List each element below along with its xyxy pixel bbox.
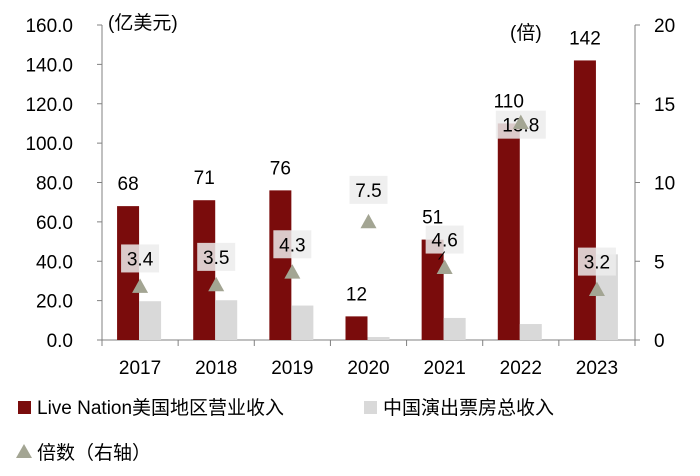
bar-value-label: 142 (569, 28, 601, 49)
ratio-triangle-marker (588, 281, 605, 296)
bar-value-label: 51 (422, 208, 443, 229)
bar-china-box-office (443, 317, 466, 340)
x-tick-label: 2017 (119, 358, 161, 379)
x-tick-label: 2019 (271, 358, 313, 379)
bar-china-box-office (367, 337, 390, 340)
x-tick-label: 2018 (195, 358, 237, 379)
ratio-label-bg (273, 230, 312, 259)
legend-marker-live-nation (18, 401, 31, 414)
x-tick-label: 2020 (347, 358, 389, 379)
bar-value-label: 76 (270, 158, 291, 179)
bar-live-nation (345, 316, 368, 340)
left-tick-label: 80.0 (36, 174, 73, 195)
left-tick-label: 40.0 (36, 252, 73, 273)
bar-china-box-office (139, 301, 162, 340)
bar-live-nation (421, 239, 444, 340)
bar-china-box-office (519, 324, 542, 340)
x-tick-label: 2021 (424, 358, 466, 379)
bar-live-nation (573, 60, 596, 340)
ratio-triangle-marker (436, 259, 453, 274)
ratio-label: 3.4 (127, 249, 154, 270)
left-tick-label: 60.0 (36, 213, 73, 234)
ratio-label-bg (197, 242, 236, 271)
ratio-triangle-marker (360, 213, 377, 229)
ratio-label: 7.5 (355, 181, 381, 202)
legend-marker-china-box-office (364, 401, 377, 414)
right-tick-label: 5 (654, 252, 665, 273)
right-axis-unit: (倍) (510, 22, 542, 44)
ratio-label-leader (438, 251, 446, 260)
ratio-label: 3.2 (584, 253, 610, 274)
ratio-triangle-marker (208, 276, 225, 292)
bar-value-label: 71 (194, 168, 215, 189)
right-tick-label: 20 (654, 16, 675, 37)
right-tick-label: 0 (654, 331, 665, 352)
left-axis-unit: (亿美元) (108, 12, 178, 34)
ratio-label-bg (121, 244, 160, 273)
left-tick-label: 140.0 (25, 55, 73, 76)
ratio-label: 4.3 (279, 235, 305, 256)
bar-china-box-office (291, 305, 314, 340)
legend-label-china-box-office: 中国演出票房总收入 (383, 397, 554, 419)
legend-label-ratio: 倍数（右轴） (37, 442, 151, 464)
legend-marker-ratio-triangle (16, 444, 32, 458)
ratio-triangle-marker (132, 278, 149, 293)
x-tick-label: 2023 (576, 358, 618, 379)
bar-live-nation (117, 206, 140, 340)
bar-china-box-office (215, 300, 238, 340)
bar-value-label: 12 (346, 284, 367, 305)
ratio-label: 3.5 (203, 248, 229, 269)
bar-china-box-office (595, 254, 618, 340)
ratio-label: 4.6 (431, 231, 457, 252)
ratio-label-bg (349, 175, 388, 204)
left-tick-label: 20.0 (36, 292, 73, 313)
left-tick-label: 0.0 (47, 331, 73, 352)
bar-live-nation (269, 190, 292, 340)
ratio-triangle-marker (512, 114, 529, 130)
bar-live-nation (497, 123, 520, 340)
bar-value-label: 110 (494, 91, 524, 112)
markers-group (132, 114, 605, 296)
axes-group: 0.0 20.0 40.0 60.0 80.0 100.0 120.0 140.0 160.0 0… (25, 12, 675, 379)
bar-value-label: 68 (118, 174, 139, 195)
left-tick-label: 160.0 (25, 16, 73, 37)
x-tick-label: 2022 (500, 358, 542, 379)
right-tick-label: 10 (654, 174, 675, 195)
legend-label-live-nation: Live Nation美国地区营业收入 (37, 397, 284, 419)
left-tick-label: 120.0 (25, 95, 73, 116)
ratio-label-bg (577, 247, 616, 276)
ratio-label-bg (425, 225, 464, 254)
left-tick-label: 100.0 (25, 134, 73, 155)
right-tick-label: 15 (654, 95, 675, 116)
ratio-triangle-marker (284, 264, 301, 279)
